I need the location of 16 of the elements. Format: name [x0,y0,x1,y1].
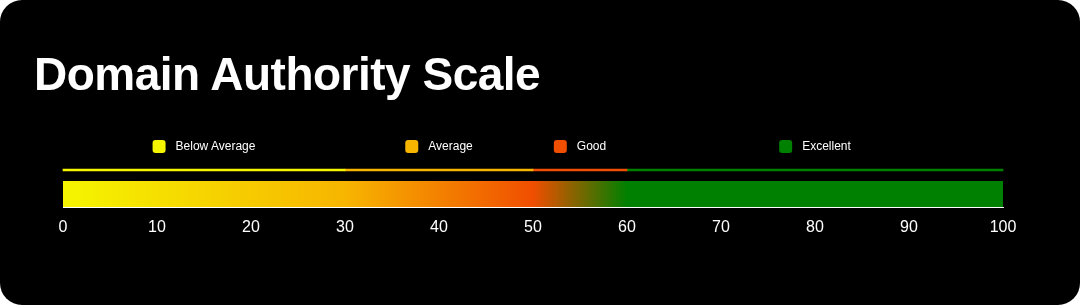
x-tick-label: 80 [806,217,824,235]
legend-label: Excellent [802,139,851,153]
x-tick-label: 40 [430,217,448,235]
x-tick-label: 10 [148,217,166,235]
legend-label: Good [576,139,607,153]
x-tick-label: 60 [618,217,636,235]
x-tick-label: 100 [989,217,1017,235]
chart-title: Domain Authority Scale [34,47,541,102]
x-tick-label: 70 [712,217,730,235]
legend-label: Average [428,139,473,153]
x-tick-label: 30 [336,217,354,235]
x-tick-label: 90 [900,217,918,235]
x-tick-label: 50 [524,217,542,235]
x-tick-label: 0 [58,217,68,235]
legend-label: Below Average [175,139,256,153]
x-tick-label: 20 [242,217,260,235]
